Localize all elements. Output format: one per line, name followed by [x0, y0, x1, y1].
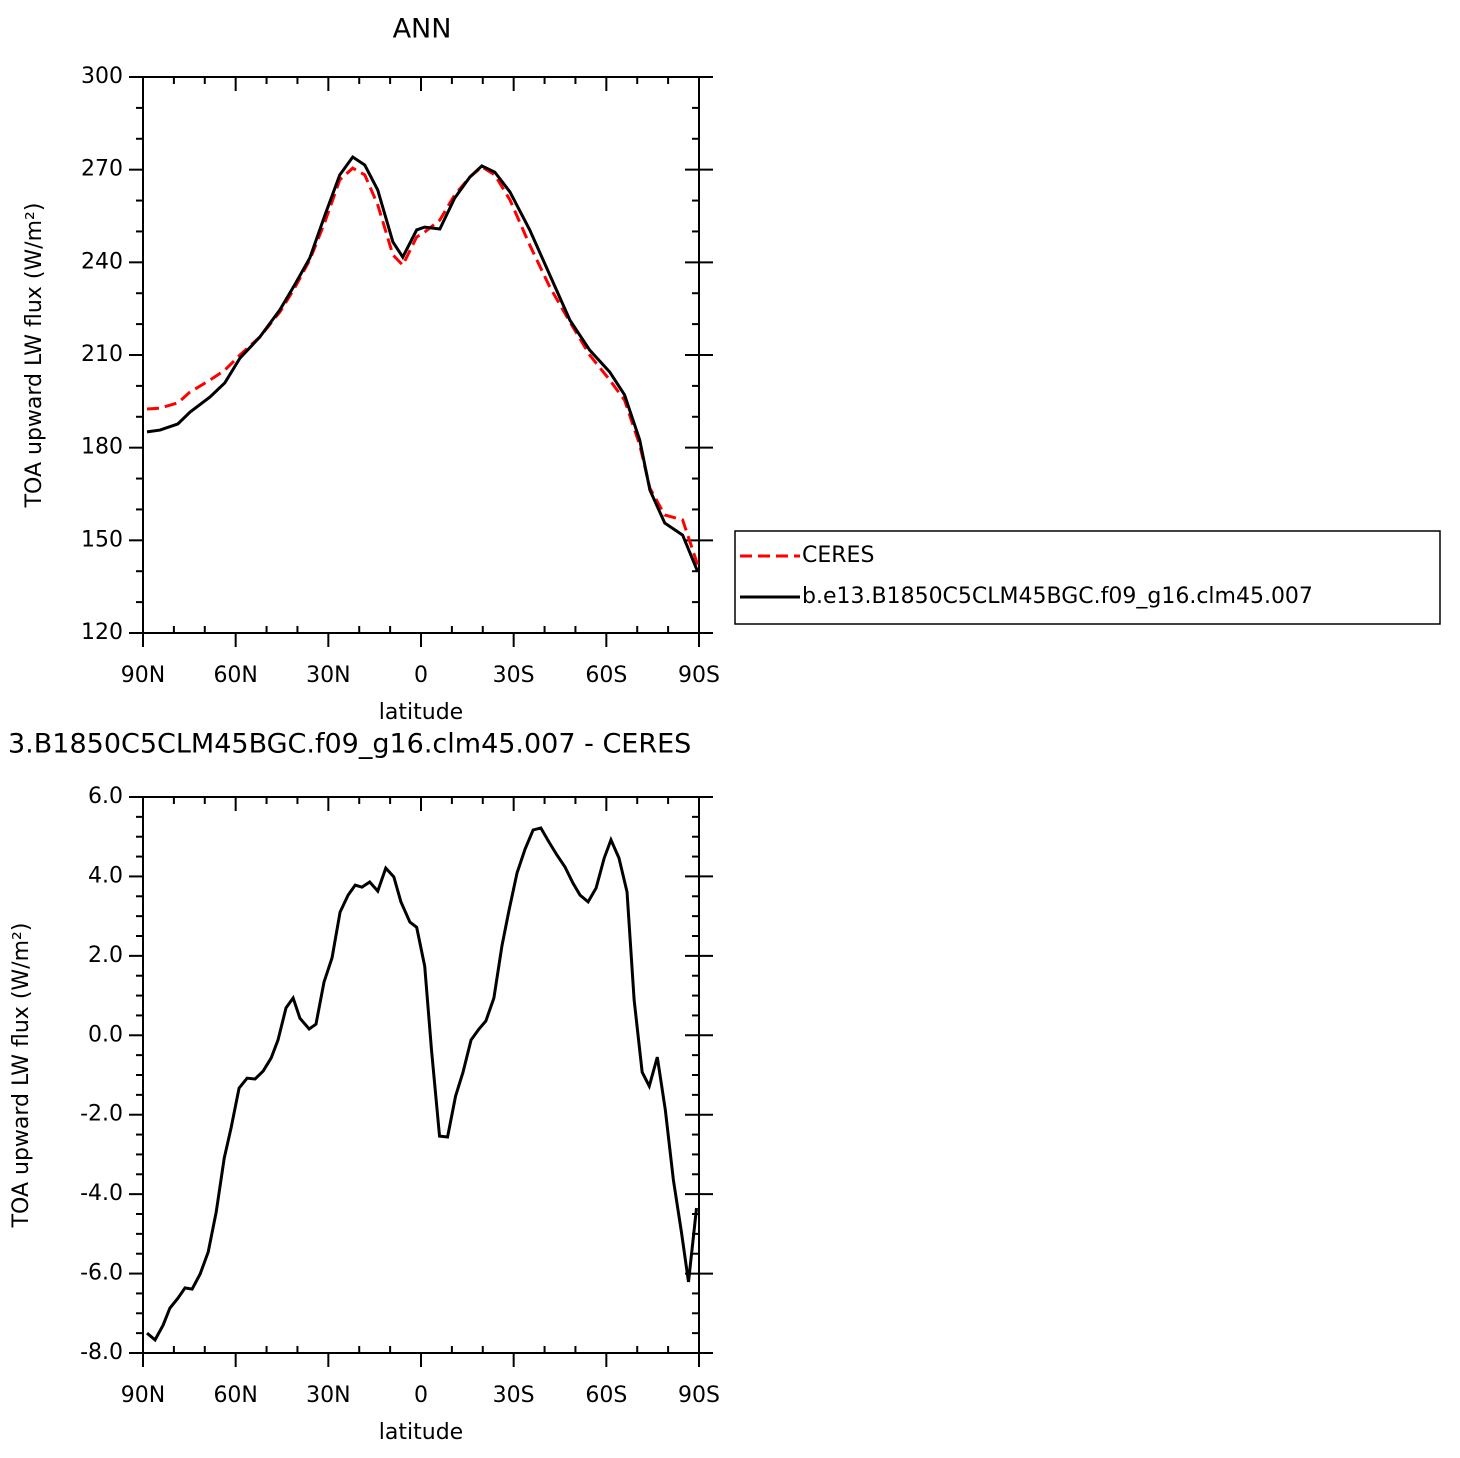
data-line — [146, 826, 699, 1343]
x-axis-label: latitude — [379, 1420, 463, 1445]
chart-title: ANN — [393, 14, 452, 45]
x-tick-label: 30N — [306, 663, 350, 688]
y-axis-label: TOA upward LW flux (W/m²) — [9, 923, 34, 1229]
y-tick-label: -6.0 — [80, 1261, 123, 1286]
legend-box — [734, 530, 1441, 625]
y-tick-label: 6.0 — [88, 784, 123, 809]
y-tick-label: 210 — [81, 342, 123, 367]
x-tick-label: 60N — [213, 663, 257, 688]
x-tick-label: 90N — [121, 663, 165, 688]
legend-label: CERES — [802, 543, 874, 568]
y-axis-label: TOA upward LW flux (W/m²) — [22, 203, 47, 509]
y-tick-label: 180 — [81, 435, 123, 460]
x-axis-label: latitude — [379, 700, 463, 725]
y-tick-label: 300 — [81, 64, 123, 89]
panel: 3.B1850C5CLM45BGC.f09_g16.clm45.007 - CE… — [8, 729, 720, 1446]
y-tick-label: -4.0 — [80, 1181, 123, 1206]
x-tick-label: 0 — [414, 1383, 428, 1408]
y-tick-label: 240 — [81, 249, 123, 274]
x-tick-label: 30S — [493, 663, 535, 688]
legend: CERES b.e13.B1850C5CLM45BGC.f09_g16.clm45… — [734, 530, 1441, 625]
y-tick-label: 150 — [81, 527, 123, 552]
data-line — [146, 165, 700, 566]
x-tick-label: 60S — [585, 1383, 627, 1408]
x-tick-label: 30S — [493, 1383, 535, 1408]
x-tick-label: 90S — [678, 663, 720, 688]
y-tick-label: 0.0 — [88, 1022, 123, 1047]
legend-label: b.e13.B1850C5CLM45BGC.f09_g16.clm45.007 — [802, 584, 1313, 609]
chart-title: 3.B1850C5CLM45BGC.f09_g16.clm45.007 - CE… — [8, 729, 691, 760]
y-tick-label: -2.0 — [80, 1102, 123, 1127]
y-tick-label: 2.0 — [88, 943, 123, 968]
x-tick-label: 90N — [121, 1383, 165, 1408]
y-tick-label: 120 — [81, 620, 123, 645]
y-tick-label: 4.0 — [88, 863, 123, 888]
panel: ANN TOA upward LW flux (W/m²) latitude 120 1… — [22, 14, 1441, 725]
plot-frame — [142, 796, 700, 1354]
data-line — [146, 154, 700, 573]
y-tick-label: -8.0 — [80, 1340, 123, 1365]
x-tick-label: 60N — [213, 1383, 257, 1408]
x-tick-label: 30N — [306, 1383, 350, 1408]
x-tick-label: 0 — [414, 663, 428, 688]
x-tick-label: 60S — [585, 663, 627, 688]
plot-frame — [142, 76, 700, 634]
x-tick-label: 90S — [678, 1383, 720, 1408]
y-tick-label: 270 — [81, 157, 123, 182]
